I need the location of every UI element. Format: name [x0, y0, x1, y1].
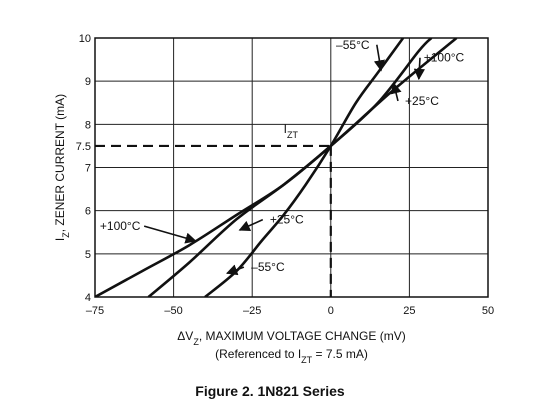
figure-caption: Figure 2. 1N821 Series	[195, 383, 345, 399]
axis-labels: ΔVZ, MAXIMUM VOLTAGE CHANGE (mV)(Referen…	[53, 94, 406, 365]
x-tick-label: –25	[243, 305, 261, 317]
y-tick-label: 10	[79, 33, 91, 45]
x-tick-label: 50	[482, 305, 494, 317]
x-tick-label: –75	[86, 305, 104, 317]
x-axis-label: ΔVZ, MAXIMUM VOLTAGE CHANGE (mV)	[177, 329, 405, 347]
annotation-arrow-0	[373, 44, 385, 72]
annotation-label-5: –55°C	[251, 260, 285, 274]
izt-label: IZT	[284, 122, 299, 140]
grid	[94, 37, 489, 298]
annotation-arrow-3	[143, 225, 197, 244]
y-tick-label: 7	[85, 163, 91, 175]
tick-labels: –75 –50 –25 0 25 50 4 5 6 7 7.5 8 9 10	[76, 33, 494, 317]
x-tick-label: 0	[328, 305, 334, 317]
y-tick-label: 4	[85, 292, 91, 304]
annotation-arrow-4	[238, 218, 264, 232]
annotation-label-2: +25°C	[405, 94, 439, 108]
y-tick-label: 5	[85, 249, 91, 261]
plot-border	[94, 37, 489, 298]
annotation-label-4: +25°C	[270, 213, 304, 227]
x-tick-label: 25	[403, 305, 415, 317]
annotation-label-0: –55°C	[336, 38, 370, 52]
y-tick-label: 8	[85, 119, 91, 131]
y-tick-label: 7.5	[76, 141, 91, 153]
annotation-arrow-2	[390, 82, 402, 102]
x-axis-sublabel: (Referenced to IZT = 7.5 mA)	[215, 347, 368, 365]
annotation-label-3: +100°C	[100, 219, 141, 233]
plot-frame	[94, 37, 489, 298]
annotation-label-1: +100°C	[424, 51, 465, 65]
annotation-arrow-5	[225, 264, 245, 276]
annotations: –55°C +100°C +25°C +100°C +25°C –55°C	[100, 38, 465, 276]
y-tick-label: 9	[85, 76, 91, 88]
annotation-arrow-1	[413, 57, 425, 81]
series-line-0	[204, 38, 405, 297]
y-axis-label: IZ, ZENER CURRENT (mA)	[53, 94, 71, 241]
y-tick-label: 6	[85, 206, 91, 218]
reference-lines: IZT	[95, 122, 332, 297]
zener-current-chart: IZT –55°C +100°C +25°C +100°C +25°C –55°C –75…	[53, 33, 494, 365]
x-tick-label: –50	[164, 305, 182, 317]
